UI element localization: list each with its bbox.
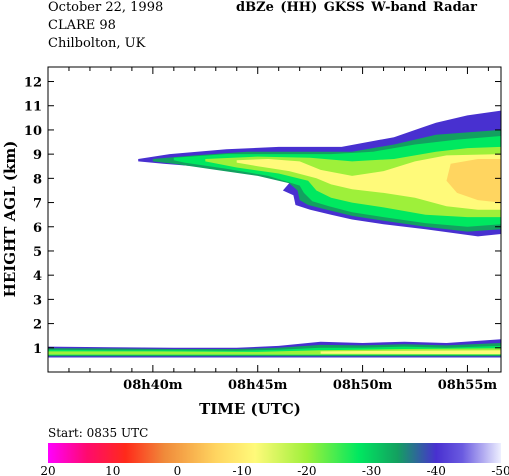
y-tick-label: 3 xyxy=(33,293,42,308)
y-tick-label: 2 xyxy=(33,318,42,333)
x-axis-title: TIME (UTC) xyxy=(199,400,301,418)
colorbar-tick-label: -10 xyxy=(232,464,251,476)
x-tick-label: 08h55m xyxy=(438,378,498,393)
colorbar-tick-label: -50 xyxy=(491,464,509,476)
y-tick-label: 12 xyxy=(24,76,42,91)
y-tick-label: 4 xyxy=(33,269,42,284)
y-tick-label: 11 xyxy=(24,100,42,115)
y-tick-label: 9 xyxy=(33,148,42,163)
header-campaign: CLARE 98 xyxy=(48,18,116,33)
y-tick-label: 5 xyxy=(33,245,42,260)
colorbar-tick-label: 20 xyxy=(40,464,55,476)
header-date: October 22, 1998 xyxy=(48,0,164,15)
colorbar-ticks: 20 10 0 -10 -20 -30 -40 -50 xyxy=(40,464,509,476)
x-tick-label: 08h50m xyxy=(333,378,393,393)
colorbar-tick-label: 0 xyxy=(174,464,182,476)
colorbar-tick-label: -40 xyxy=(427,464,446,476)
upper-cloud-band-4 xyxy=(236,154,501,210)
x-tick-label: 08h45m xyxy=(228,378,288,393)
upper-cloud-band-5 xyxy=(446,159,501,203)
colorbar-tick-label: -20 xyxy=(297,464,316,476)
reflectivity-field xyxy=(48,110,501,358)
y-tick-label: 6 xyxy=(33,221,42,236)
colorbar-tick-label: 10 xyxy=(105,464,120,476)
colorbar xyxy=(48,443,501,463)
y-tick-label: 8 xyxy=(33,172,42,187)
chart-title: dBZe (HH) GKSS W-band Radar xyxy=(236,0,477,15)
y-tick-label: 10 xyxy=(24,124,42,139)
plot-frame xyxy=(47,66,502,373)
header-site: Chilbolton, UK xyxy=(48,36,146,51)
x-axis: 08h40m 08h45m 08h50m 08h55m xyxy=(47,67,498,393)
start-time-label: Start: 0835 UTC xyxy=(48,426,149,440)
y-tick-label: 1 xyxy=(33,342,42,357)
y-axis-title: HEIGHT AGL (km) xyxy=(1,141,19,298)
x-tick-label: 08h40m xyxy=(123,378,183,393)
y-tick-label: 7 xyxy=(33,197,42,212)
lower-layer-band-10 xyxy=(320,350,501,355)
colorbar-tick-label: -30 xyxy=(362,464,381,476)
